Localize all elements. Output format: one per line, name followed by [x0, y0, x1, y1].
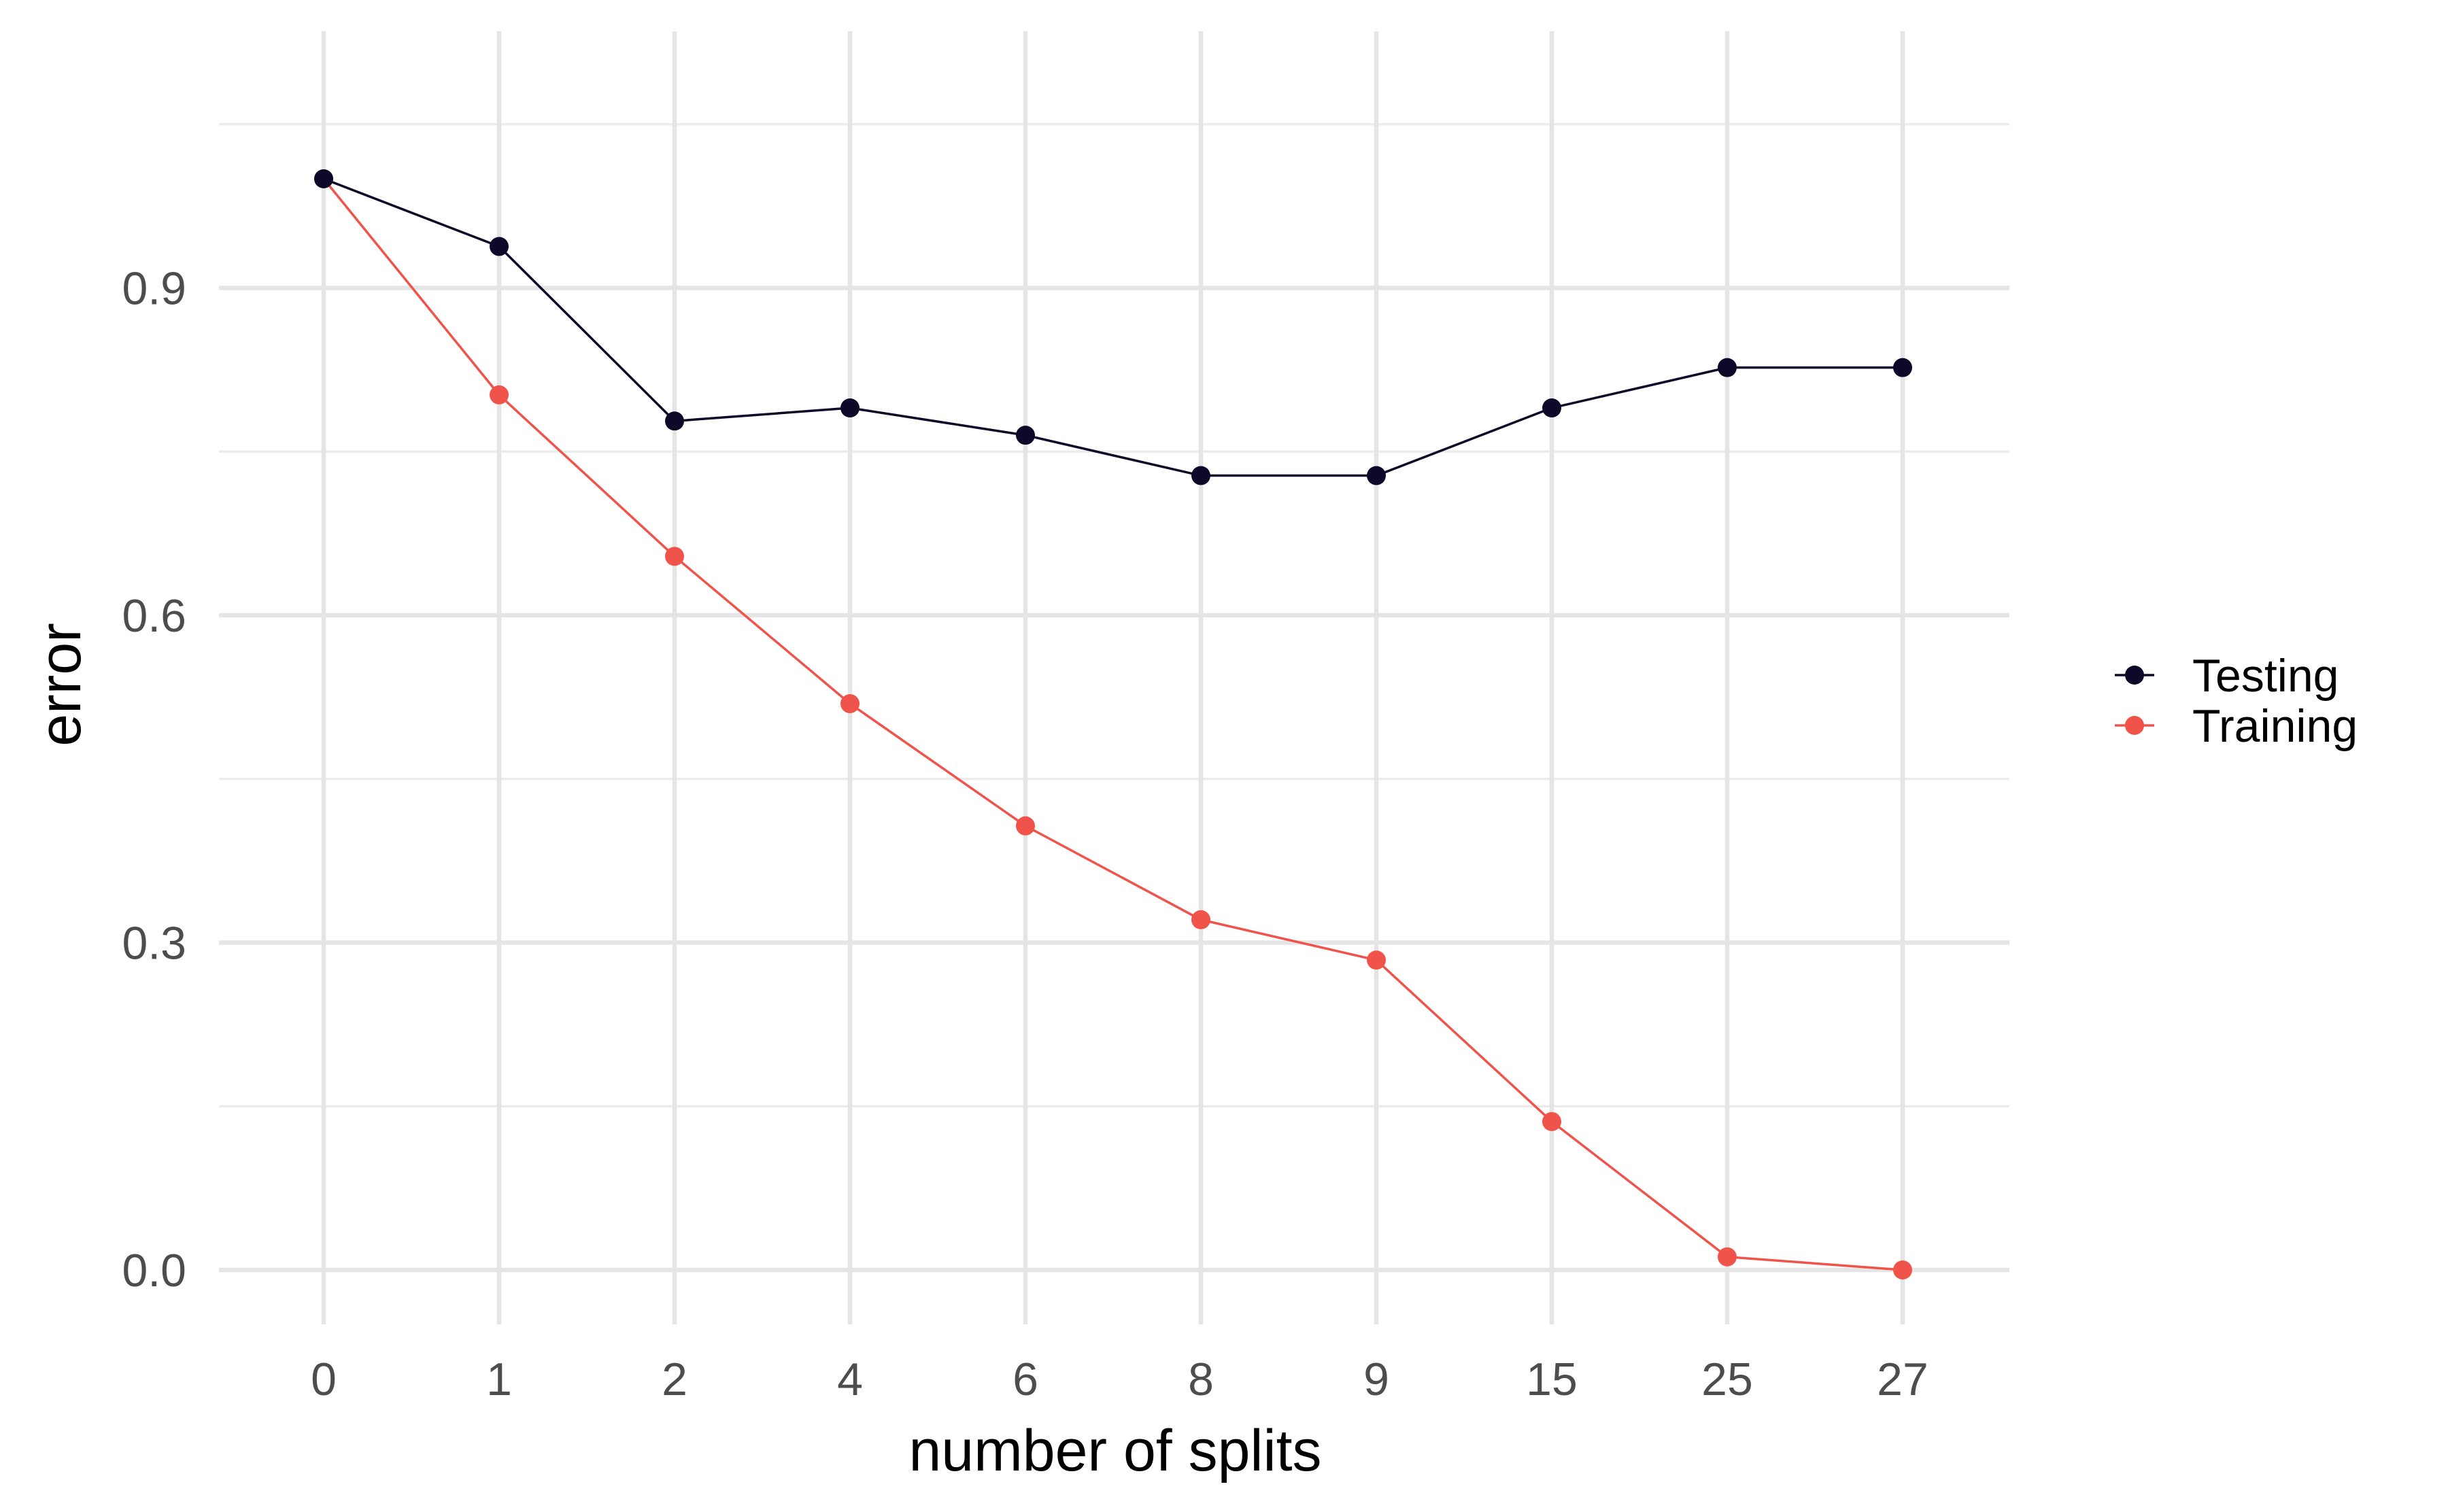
- x-tick-label: 9: [1363, 1354, 1389, 1405]
- y-axis-ticks: 0.0 0.3 0.6 0.9: [122, 263, 186, 1297]
- x-tick-label: 15: [1526, 1354, 1578, 1405]
- series-points: [314, 169, 1912, 1279]
- data-point-testing: [490, 237, 509, 256]
- y-tick-label: 0.3: [122, 918, 186, 969]
- data-point-training: [840, 694, 860, 714]
- series-line-testing: [323, 177, 1903, 477]
- grid: [219, 31, 2009, 1324]
- legend-key-point: [2125, 666, 2144, 685]
- data-point-training: [1542, 1112, 1561, 1131]
- x-tick-label: 25: [1701, 1354, 1753, 1405]
- data-point-training: [1718, 1247, 1737, 1267]
- data-point-testing: [314, 169, 333, 188]
- legend-label-testing: Testing: [2192, 650, 2339, 702]
- x-tick-label: 1: [486, 1354, 512, 1405]
- x-tick-label: 2: [662, 1354, 687, 1405]
- y-tick-label: 0.9: [122, 263, 186, 315]
- data-point-testing: [1016, 426, 1035, 445]
- data-point-training: [1016, 816, 1035, 836]
- data-point-training: [1191, 910, 1210, 929]
- x-axis-title: number of splits: [908, 1418, 1321, 1483]
- data-point-testing: [1718, 358, 1737, 377]
- data-point-testing: [840, 398, 860, 418]
- data-point-testing: [1367, 466, 1386, 485]
- data-point-training: [665, 547, 684, 566]
- data-point-training: [490, 385, 509, 405]
- series-lines: [322, 177, 1903, 1271]
- legend-key-point: [2125, 716, 2144, 735]
- data-point-testing: [1893, 358, 1912, 377]
- x-tick-label: 27: [1877, 1354, 1928, 1405]
- x-tick-label: 8: [1188, 1354, 1214, 1405]
- x-tick-label: 6: [1013, 1354, 1038, 1405]
- data-point-testing: [665, 411, 684, 431]
- x-tick-label: 4: [837, 1354, 863, 1405]
- data-point-training: [1893, 1260, 1912, 1279]
- y-axis-title: error: [28, 623, 93, 746]
- x-axis-ticks: 0 1 2 4 6 8 9 15 25 27: [311, 1354, 1928, 1405]
- x-tick-label: 0: [311, 1354, 337, 1405]
- series-line-training: [322, 177, 1903, 1271]
- legend-label-training: Training: [2192, 700, 2358, 752]
- data-point-testing: [1542, 398, 1561, 418]
- data-point-testing: [1191, 466, 1210, 485]
- y-tick-label: 0.6: [122, 590, 186, 642]
- data-point-training: [1367, 950, 1386, 970]
- y-tick-label: 0.0: [122, 1245, 186, 1296]
